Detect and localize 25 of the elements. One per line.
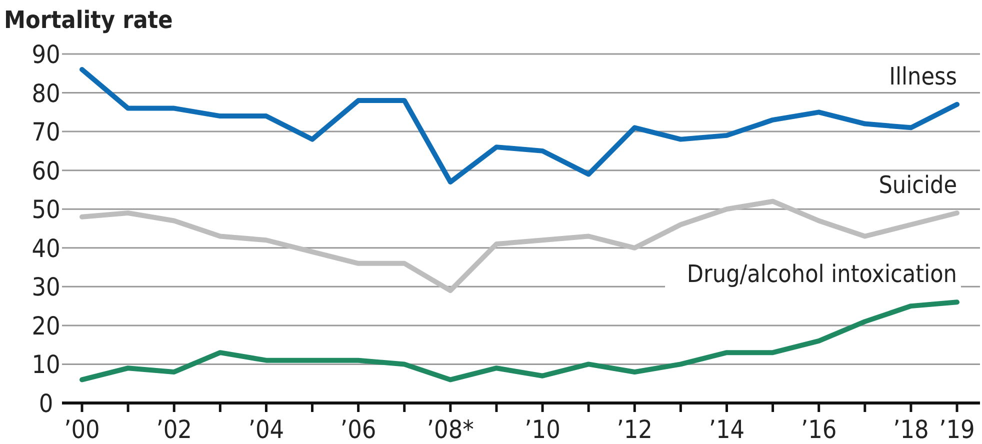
y-tick-label: 0 — [38, 389, 54, 418]
y-tick-label: 20 — [32, 311, 60, 340]
x-tick-label: ’19 — [939, 415, 975, 444]
x-tick-label: ’12 — [616, 415, 653, 444]
x-tick-label: ’00 — [64, 415, 100, 444]
x-tick-label: ’14 — [708, 415, 745, 444]
series-label: Illness — [889, 62, 957, 90]
x-tick-label: ’16 — [800, 415, 837, 444]
y-tick-label: 70 — [32, 118, 60, 147]
x-tick-label: ’18 — [893, 415, 929, 444]
y-tick-label: 60 — [32, 156, 60, 186]
y-tick-label: 10 — [32, 350, 60, 380]
y-tick-label: 80 — [32, 78, 60, 108]
x-tick-label: ’04 — [248, 415, 284, 444]
series-label: Suicide — [878, 170, 957, 199]
y-tick-label: 40 — [32, 234, 60, 263]
y-tick-label: 30 — [32, 272, 60, 302]
x-tick-label: ’08* — [426, 415, 474, 444]
y-tick-label: 50 — [32, 195, 60, 224]
series-label: Drug/alcohol intoxication — [686, 260, 957, 288]
y-tick-label: 90 — [32, 40, 60, 69]
y-axis-title: Mortality rate — [4, 6, 173, 34]
x-tick-label: ’06 — [340, 415, 376, 444]
x-tick-label: ’10 — [524, 415, 560, 444]
x-tick-label: ’02 — [156, 415, 192, 444]
